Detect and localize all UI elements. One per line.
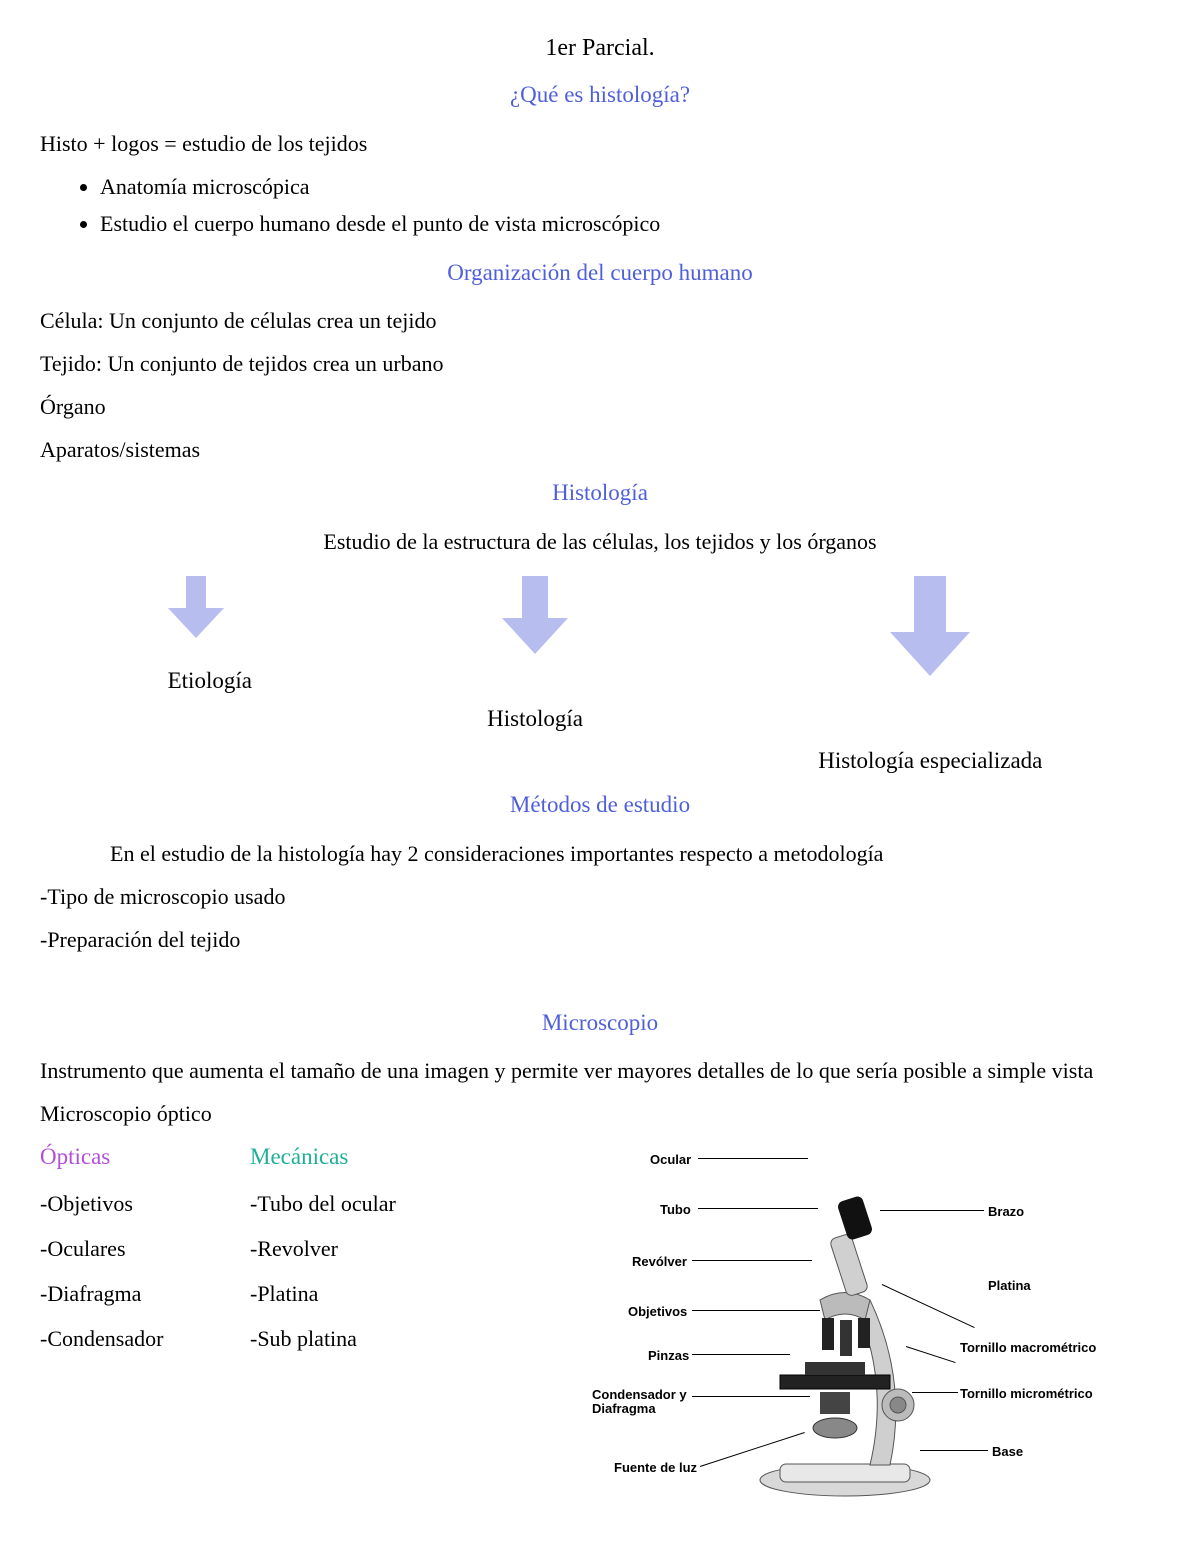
fig-line — [692, 1260, 812, 1261]
down-arrow-icon — [168, 576, 224, 638]
metodos-item: -Preparación del tejido — [40, 923, 1160, 956]
fig-label-micro: Tornillo micrométrico — [960, 1384, 1093, 1404]
opticas-item: -Oculares — [40, 1232, 210, 1265]
org-line: Célula: Un conjunto de células crea un t… — [40, 304, 1160, 337]
org-line: Órgano — [40, 390, 1160, 423]
down-arrow-icon — [890, 576, 970, 676]
heading-metodos: Métodos de estudio — [40, 788, 1160, 823]
mecanicas-item: -Sub platina — [250, 1322, 450, 1355]
bullet-item: Estudio el cuerpo humano desde el punto … — [100, 207, 1160, 240]
org-line: Aparatos/sistemas — [40, 433, 1160, 466]
mecanicas-item: -Platina — [250, 1277, 450, 1310]
fig-label-fuente: Fuente de luz — [614, 1458, 697, 1478]
fig-label-brazo: Brazo — [988, 1202, 1024, 1222]
arrow-col-1: Etiología — [168, 576, 252, 699]
bullet-item: Anatomía microscópica — [100, 170, 1160, 203]
fig-line — [698, 1158, 808, 1159]
org-line: Tejido: Un conjunto de tejidos crea un u… — [40, 347, 1160, 380]
fig-label-objetivos: Objetivos — [628, 1302, 687, 1322]
fig-line — [880, 1210, 984, 1211]
fig-label-platina: Platina — [988, 1276, 1031, 1296]
mecanicas-heading: Mecánicas — [250, 1140, 450, 1175]
arrow-label: Histología — [487, 702, 583, 737]
heading-organizacion: Organización del cuerpo humano — [40, 256, 1160, 291]
arrow-col-2: Histología — [487, 576, 583, 737]
page-title: 1er Parcial. — [40, 30, 1160, 66]
mecanicas-item: -Revolver — [250, 1232, 450, 1265]
fig-line — [698, 1208, 818, 1209]
opticas-item: -Diafragma — [40, 1277, 210, 1310]
microscope-icon — [750, 1180, 940, 1500]
fig-line — [692, 1396, 810, 1397]
columns-row: Ópticas -Objetivos -Oculares -Diafragma … — [40, 1140, 1160, 1520]
fig-label-tubo: Tubo — [660, 1200, 691, 1220]
opticas-item: -Condensador — [40, 1322, 210, 1355]
fig-label-base: Base — [992, 1442, 1023, 1462]
microscopio-subtype: Microscopio óptico — [40, 1097, 1160, 1130]
opticas-item: -Objetivos — [40, 1187, 210, 1220]
fig-line — [912, 1392, 958, 1393]
fig-label-pinzas: Pinzas — [648, 1346, 689, 1366]
bullet-list: Anatomía microscópica Estudio el cuerpo … — [100, 170, 1160, 240]
intro-text: Histo + logos = estudio de los tejidos — [40, 127, 1160, 160]
metodos-intro: En el estudio de la histología hay 2 con… — [110, 837, 1160, 870]
mecanicas-item: -Tubo del ocular — [250, 1187, 450, 1220]
heading-microscopio: Microscopio — [40, 1006, 1160, 1041]
down-arrow-icon — [502, 576, 568, 654]
microscope-figure: Ocular Tubo Revólver Objetivos Pinzas Co… — [560, 1140, 1090, 1520]
arrow-diagram: Etiología Histología Histología especial… — [40, 576, 1160, 779]
heading-que-es: ¿Qué es histología? — [40, 78, 1160, 113]
fig-label-revolver: Revólver — [632, 1252, 687, 1272]
arrow-label: Etiología — [168, 664, 252, 699]
opticas-heading: Ópticas — [40, 1140, 210, 1175]
fig-line — [692, 1310, 820, 1311]
heading-histologia: Histología — [40, 476, 1160, 511]
fig-label-ocular: Ocular — [650, 1150, 691, 1170]
microscopio-desc: Instrumento que aumenta el tamaño de una… — [40, 1054, 1160, 1087]
histologia-subtitle: Estudio de la estructura de las células,… — [40, 525, 1160, 558]
fig-label-macro: Tornillo macrométrico — [960, 1338, 1096, 1358]
fig-line — [920, 1450, 988, 1451]
arrow-label: Histología especializada — [818, 744, 1042, 779]
fig-line — [692, 1354, 790, 1355]
col-opticas: Ópticas -Objetivos -Oculares -Diafragma … — [40, 1140, 210, 1367]
metodos-item: -Tipo de microscopio usado — [40, 880, 1160, 913]
fig-label-condensador: Condensador y Diafragma — [592, 1388, 712, 1417]
arrow-col-3: Histología especializada — [818, 576, 1042, 779]
col-figure: Ocular Tubo Revólver Objetivos Pinzas Co… — [490, 1140, 1160, 1520]
col-mecanicas: Mecánicas -Tubo del ocular -Revolver -Pl… — [250, 1140, 450, 1367]
